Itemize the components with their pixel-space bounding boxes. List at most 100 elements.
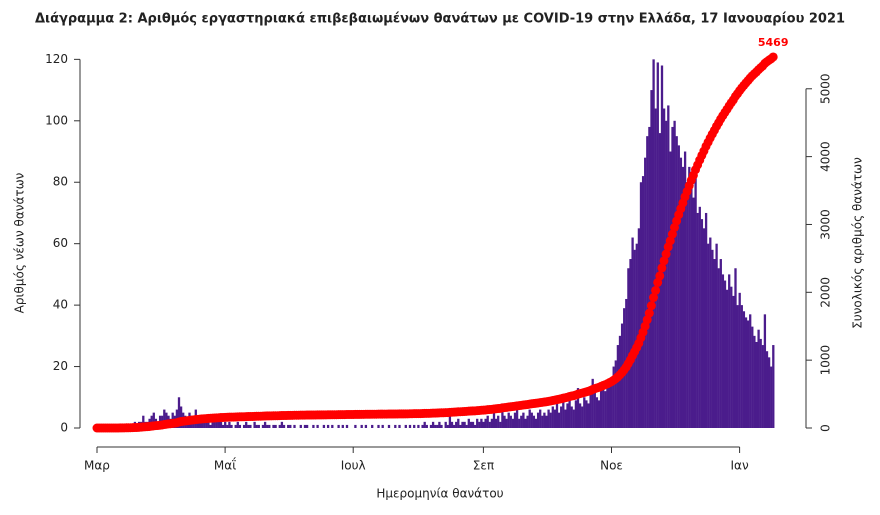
bar xyxy=(345,424,349,428)
bar xyxy=(255,424,258,428)
x-tick-label: Σεπ xyxy=(473,459,494,473)
bar xyxy=(736,305,739,428)
bar xyxy=(557,412,561,428)
bar xyxy=(612,366,615,428)
bar xyxy=(312,424,315,428)
bar xyxy=(494,418,498,428)
x-tick-label: Ιαν xyxy=(731,459,749,473)
bar xyxy=(471,421,475,428)
bar xyxy=(648,126,651,428)
bar xyxy=(444,421,447,428)
cumulative-point xyxy=(655,271,665,281)
bar xyxy=(671,126,674,428)
bar xyxy=(646,136,649,428)
bar xyxy=(459,424,462,428)
bar xyxy=(543,412,546,428)
bar xyxy=(476,418,479,428)
y2-tick-label: 4000 xyxy=(819,141,833,172)
bar xyxy=(597,400,601,428)
bar xyxy=(341,424,344,428)
bar xyxy=(555,403,559,428)
bar xyxy=(245,421,248,428)
y-tick-label: 20 xyxy=(53,359,68,373)
bar xyxy=(299,424,302,428)
bar xyxy=(677,145,680,428)
bar xyxy=(665,120,668,429)
bar xyxy=(667,105,670,428)
bar xyxy=(572,409,575,428)
y2-tick-label: 2000 xyxy=(819,277,833,308)
bar xyxy=(753,335,756,428)
bar xyxy=(606,384,609,428)
bar xyxy=(429,424,433,428)
cumulative-point xyxy=(651,285,661,295)
bar xyxy=(354,424,357,428)
bar xyxy=(694,176,697,428)
y-tick-label: 60 xyxy=(53,236,68,250)
bar xyxy=(425,424,428,428)
bar xyxy=(305,424,309,428)
bar xyxy=(507,412,510,428)
bar xyxy=(177,397,181,428)
bar xyxy=(448,415,452,428)
bar xyxy=(652,59,655,429)
bar xyxy=(673,120,676,429)
bar xyxy=(618,335,622,428)
bar xyxy=(570,406,573,428)
bar xyxy=(765,351,769,428)
bar xyxy=(524,418,527,428)
bar xyxy=(280,421,284,428)
bar xyxy=(713,259,716,428)
bar xyxy=(654,108,657,429)
bar xyxy=(387,424,391,428)
bar xyxy=(404,424,407,428)
bar xyxy=(545,415,548,428)
bar xyxy=(421,424,424,428)
bar xyxy=(438,421,441,428)
bar xyxy=(215,421,218,428)
bar xyxy=(591,378,594,428)
bar xyxy=(377,424,380,428)
bar xyxy=(492,412,496,428)
cumulative-point xyxy=(659,256,669,266)
bar xyxy=(209,424,212,428)
x-tick-label: Μαρ xyxy=(84,459,110,473)
bar xyxy=(532,415,536,428)
bar xyxy=(289,424,292,428)
bar xyxy=(711,249,714,428)
bar xyxy=(560,406,563,428)
y-tick-label: 80 xyxy=(53,175,68,189)
bar xyxy=(696,212,699,428)
x-tick-label: Μαΐ xyxy=(214,458,236,473)
bar xyxy=(526,415,529,428)
bar xyxy=(316,424,319,428)
bar xyxy=(303,424,307,428)
x-tick-label: Ιουλ xyxy=(341,459,366,473)
bar xyxy=(431,421,435,428)
bar xyxy=(261,424,265,428)
bar xyxy=(702,228,706,428)
bar xyxy=(635,243,638,428)
bar xyxy=(224,421,227,428)
bar xyxy=(322,424,326,428)
bar xyxy=(530,412,533,428)
bar xyxy=(549,412,552,428)
bar xyxy=(522,412,525,428)
bar xyxy=(675,136,678,428)
bar xyxy=(457,418,460,428)
bar xyxy=(226,424,229,428)
bar xyxy=(274,424,277,428)
bar xyxy=(683,151,687,428)
bar xyxy=(249,424,252,428)
bar xyxy=(331,424,334,428)
bar xyxy=(728,274,731,428)
bar xyxy=(583,397,586,428)
bar xyxy=(408,424,412,428)
bar xyxy=(637,228,641,428)
cumulative-point xyxy=(667,229,677,239)
x-axis-label: Ημερομηνία θανάτου xyxy=(376,487,503,501)
cumulative-point xyxy=(657,263,667,273)
bar xyxy=(692,197,695,428)
bar xyxy=(581,406,584,428)
